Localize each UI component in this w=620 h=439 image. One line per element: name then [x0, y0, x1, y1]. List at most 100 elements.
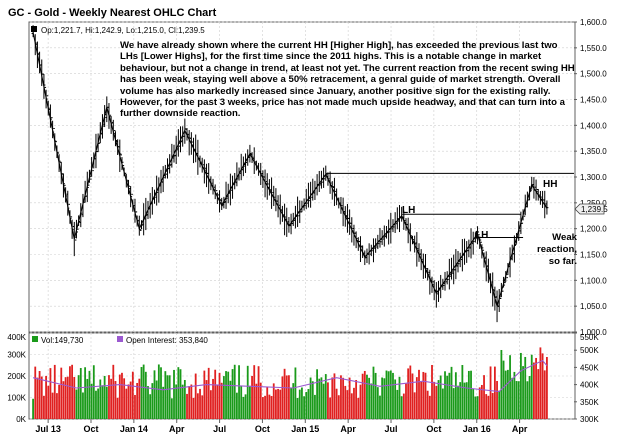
volume-bar — [491, 392, 494, 419]
volume-bar — [448, 372, 451, 419]
volume-bar — [116, 397, 119, 419]
volume-bar — [485, 394, 488, 419]
volume-bar — [461, 365, 464, 419]
volume-bar — [342, 377, 345, 419]
volume-bar — [270, 396, 273, 419]
time-tick-label: Jul 13 — [35, 424, 61, 434]
annotation-text: We have already shown where the current … — [120, 40, 575, 120]
volume-bar — [212, 378, 214, 419]
volume-bar — [49, 368, 52, 419]
oi-tick-label: 350K — [580, 398, 599, 407]
volume-bar — [199, 388, 201, 419]
volume-bar — [153, 370, 156, 419]
volume-bar — [138, 378, 141, 419]
volume-bar — [344, 385, 347, 419]
volume-bar — [242, 396, 245, 419]
price-tick-label: 1,000.0 — [580, 328, 607, 337]
volume-bar — [218, 372, 221, 419]
volume-bar — [537, 369, 540, 419]
volume-bar — [467, 370, 470, 419]
time-tick-label: Jan 14 — [120, 424, 148, 434]
volume-bar — [415, 377, 418, 419]
volume-bar — [84, 367, 87, 419]
price-tick-label: 1,450.0 — [580, 96, 607, 105]
price-tick-label: 1,400.0 — [580, 121, 607, 130]
volume-bar — [496, 380, 498, 419]
price-axis: 1,600.0 1,550.0 1,500.0 1,450.0 1,400.0 1,350… — [574, 18, 607, 337]
volume-bar — [424, 372, 427, 419]
volume-bar — [394, 379, 397, 419]
volume-bar — [205, 380, 208, 419]
volume-bar — [355, 380, 358, 419]
volume-bar — [446, 375, 449, 419]
volume-bar — [535, 357, 537, 419]
volume-bar — [450, 366, 453, 419]
volume-bar — [504, 370, 507, 419]
volume-bar — [353, 387, 355, 419]
volume-tick-label: 400K — [7, 333, 26, 342]
volume-bar — [476, 396, 479, 419]
volume-bar — [222, 376, 225, 419]
oi-readout: Open Interest: 353,840 — [126, 336, 208, 345]
volume-bar — [259, 382, 262, 419]
volume-bar — [45, 375, 47, 419]
volume-bar — [533, 362, 535, 419]
volume-bar — [530, 354, 533, 419]
volume-bar — [543, 370, 546, 419]
volume-bar — [500, 349, 503, 419]
volume-bar — [34, 366, 37, 419]
volume-bar — [413, 392, 416, 419]
volume-legend-swatch — [32, 336, 38, 342]
volume-bar — [405, 383, 407, 419]
volume-bar — [350, 393, 353, 419]
volume-bar — [32, 398, 34, 419]
volume-bar — [431, 365, 433, 419]
volume-bar — [277, 388, 279, 419]
volume-bar — [524, 356, 527, 419]
volume-bar — [283, 368, 286, 419]
volume-bar — [387, 371, 390, 419]
volume-bar — [320, 377, 323, 419]
time-tick-label: Apr — [169, 424, 185, 434]
volume-bar — [164, 371, 167, 419]
volume-bar — [398, 376, 401, 419]
price-tick-label: 1,350.0 — [580, 147, 607, 156]
volume-bar — [275, 389, 277, 419]
volume-bar — [381, 377, 384, 419]
time-tick-label: Oct — [83, 424, 98, 434]
volume-bar — [437, 380, 440, 419]
last-price-value: 1,239.5 — [581, 205, 608, 214]
volume-bar — [472, 388, 475, 419]
lh-label-1: LH — [402, 205, 415, 216]
volume-bar — [168, 375, 171, 419]
volume-bar — [69, 366, 71, 419]
volume-bar — [517, 381, 520, 419]
volume-bar — [433, 381, 436, 419]
volume-bar — [314, 394, 316, 419]
volume-bar — [86, 378, 89, 419]
volume-bar — [188, 386, 191, 419]
volume-bar — [90, 383, 93, 419]
volume-bar — [179, 369, 182, 419]
volume-bar — [131, 371, 134, 419]
volume-bar — [327, 382, 329, 419]
volume-bar — [303, 396, 305, 419]
volume-bar — [396, 389, 399, 419]
volume-bar — [340, 375, 342, 419]
volume-bar — [173, 369, 175, 419]
volume-bar — [368, 377, 371, 419]
volume-bar — [201, 395, 204, 419]
volume-bar — [123, 378, 126, 419]
volume-bar — [183, 380, 186, 419]
readout-marker — [31, 26, 37, 32]
volume-bar — [186, 393, 188, 419]
volume-bar — [114, 381, 117, 419]
volume-bar — [511, 377, 514, 419]
volume-panel: 400K 300K 200K 100K 0K 550K 500K 450K 400K 350K 3… — [7, 332, 599, 424]
volume-bar — [77, 375, 80, 419]
price-tick-label: 1,300.0 — [580, 173, 607, 182]
volume-bar — [539, 347, 542, 419]
volume-bar — [459, 382, 462, 419]
swing-trendline — [32, 32, 548, 309]
volume-bar — [127, 384, 130, 419]
